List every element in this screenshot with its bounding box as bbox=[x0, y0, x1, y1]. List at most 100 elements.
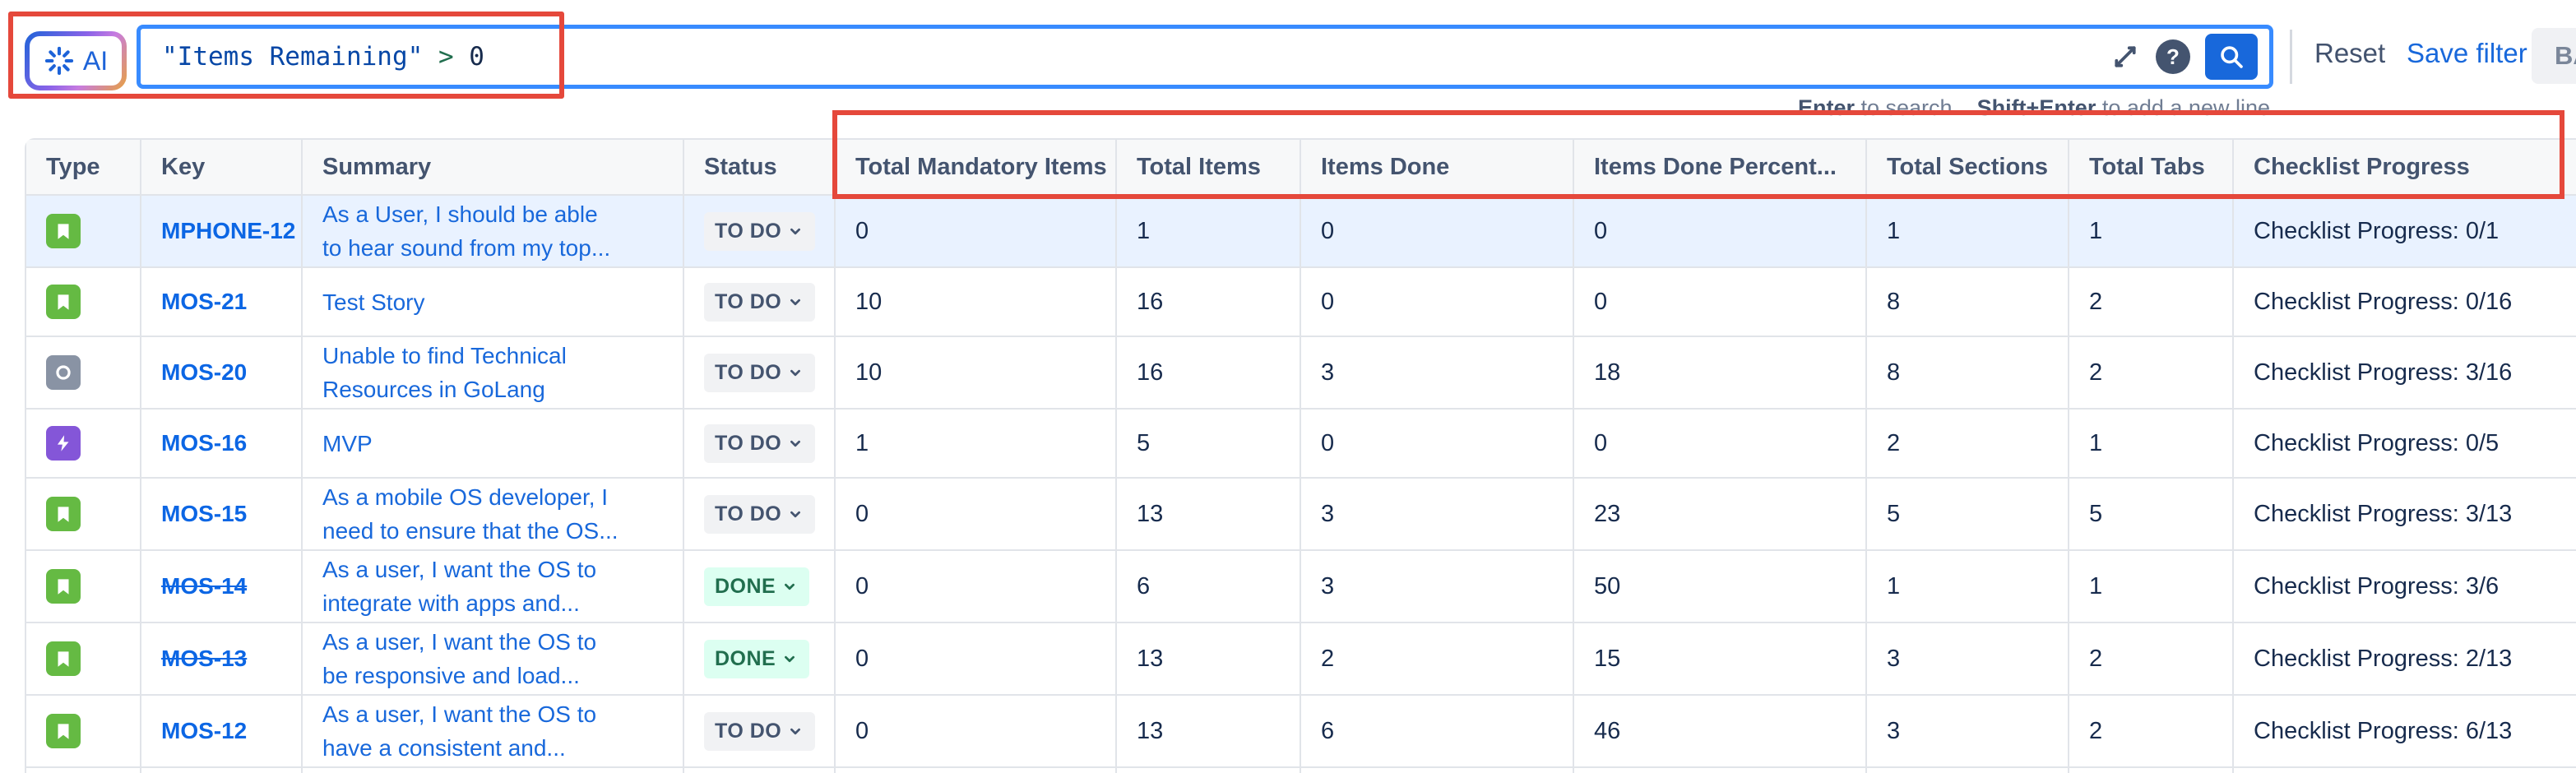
col-header-total-items[interactable]: Total Items bbox=[1115, 138, 1301, 196]
search-button[interactable] bbox=[2205, 34, 2258, 80]
col-header-status[interactable]: Status bbox=[683, 138, 836, 196]
story-type-icon bbox=[46, 497, 81, 531]
total-mandatory-items-cell: 0 bbox=[834, 549, 1117, 623]
issue-key-link[interactable]: MOS-12 bbox=[161, 717, 248, 743]
story-type-icon bbox=[46, 641, 81, 676]
col-header-total-tabs[interactable]: Total Tabs bbox=[2068, 138, 2234, 196]
chevron-down-icon bbox=[790, 511, 801, 518]
chevron-down-icon bbox=[785, 655, 795, 663]
issue-key-link[interactable]: MOS-21 bbox=[161, 288, 248, 314]
total-mandatory-items-cell: 0 bbox=[834, 194, 1117, 268]
table-row[interactable]: MPHONE-12 As a User, I should be able to … bbox=[25, 194, 2576, 268]
total-sections-cell: 3 bbox=[1865, 694, 2069, 768]
col-header-key[interactable]: Key bbox=[140, 138, 303, 196]
story-type-icon bbox=[46, 214, 81, 248]
col-header-items-done-percent[interactable]: Items Done Percent... bbox=[1573, 138, 1867, 196]
total-mandatory-items-cell: 0 bbox=[834, 622, 1117, 696]
save-filter-button[interactable]: Save filter bbox=[2407, 38, 2527, 68]
total-items-cell: 16 bbox=[1115, 266, 1301, 337]
total-items-cell: 13 bbox=[1115, 622, 1301, 696]
issue-summary-link[interactable]: As a user, I want the OS to be responsive… bbox=[322, 629, 597, 688]
col-header-type[interactable]: Type bbox=[25, 138, 141, 196]
story-type-icon bbox=[46, 285, 81, 319]
chevron-down-icon bbox=[790, 228, 801, 235]
col-header-items-done[interactable]: Items Done bbox=[1300, 138, 1574, 196]
items-done-cell: 3 bbox=[1300, 477, 1574, 551]
checklist-progress-cell: Checklist Progress: 3/16 bbox=[2232, 336, 2576, 410]
status-dropdown[interactable]: TO DO bbox=[704, 424, 816, 463]
total-sections-cell: 5 bbox=[1865, 477, 2069, 551]
story-type-icon bbox=[46, 569, 81, 604]
issue-key-link[interactable]: MPHONE-12 bbox=[161, 217, 296, 243]
jql-field-token: "Items Remaining" bbox=[162, 42, 424, 72]
issue-summary-link[interactable]: As a user, I want the OS to integrate wit… bbox=[322, 557, 597, 616]
table-row[interactable]: MOS-16 MVP TO DO 1 5 0 0 2 1 Checklist P… bbox=[25, 408, 2576, 479]
issue-table: Type Key Summary Status Total Mandatory … bbox=[25, 138, 2576, 773]
status-dropdown[interactable]: TO DO bbox=[704, 711, 816, 751]
checklist-progress-cell: Checklist Progress: 3/6 bbox=[2232, 549, 2576, 623]
jql-search-input[interactable]: "Items Remaining" > 0 ? bbox=[137, 25, 2273, 89]
total-mandatory-items-cell: 0 bbox=[834, 477, 1117, 551]
basic-mode-toggle[interactable]: BA bbox=[2532, 28, 2576, 84]
issue-summary-link[interactable]: MVP bbox=[322, 430, 373, 456]
total-sections-cell: 2 bbox=[1865, 408, 2069, 479]
table-row[interactable]: MOS-20 Unable to find Technical Resources… bbox=[25, 336, 2576, 410]
table-row[interactable]: MOS-21 Test Story TO DO 10 16 0 0 8 2 Ch… bbox=[25, 266, 2576, 337]
items-done-percent-cell: 15 bbox=[1573, 622, 1867, 696]
syntax-help-icon[interactable]: ? bbox=[2156, 39, 2190, 74]
issue-summary-link[interactable]: Test Story bbox=[322, 289, 425, 315]
status-dropdown[interactable]: TO DO bbox=[704, 353, 816, 392]
chevron-down-icon bbox=[790, 299, 801, 306]
items-done-percent-cell: 0 bbox=[1573, 408, 1867, 479]
total-tabs-cell: 2 bbox=[2068, 336, 2234, 410]
issue-key-link[interactable]: MOS-14 bbox=[161, 572, 248, 599]
table-row[interactable]: MOS-13 As a user, I want the OS to be res… bbox=[25, 622, 2576, 696]
items-done-cell: 2 bbox=[1300, 622, 1574, 696]
col-header-total-mandatory-items[interactable]: Total Mandatory Items bbox=[834, 138, 1117, 196]
status-dropdown[interactable]: DONE bbox=[704, 639, 810, 678]
status-dropdown[interactable]: TO DO bbox=[704, 494, 816, 534]
issue-key-link[interactable]: MOS-13 bbox=[161, 645, 248, 671]
items-done-percent-cell: 18 bbox=[1573, 336, 1867, 410]
issue-key-link[interactable]: MOS-20 bbox=[161, 359, 248, 385]
table-header-row: Type Key Summary Status Total Mandatory … bbox=[25, 138, 2576, 196]
total-items-cell: 13 bbox=[1115, 694, 1301, 768]
status-dropdown[interactable]: TO DO bbox=[704, 282, 816, 322]
col-header-summary[interactable]: Summary bbox=[301, 138, 684, 196]
items-done-cell: 3 bbox=[1300, 549, 1574, 623]
search-hint-text: Enter to search Shift+Enter to add a new… bbox=[1797, 95, 2270, 120]
issue-key-link[interactable]: MOS-16 bbox=[161, 429, 248, 456]
col-header-checklist-progress[interactable]: Checklist Progress bbox=[2232, 138, 2576, 196]
chevron-down-icon bbox=[790, 728, 801, 735]
chevron-down-icon bbox=[785, 583, 795, 590]
items-done-percent-cell: 0 bbox=[1573, 194, 1867, 268]
total-tabs-cell: 5 bbox=[2068, 477, 2234, 551]
checklist-progress-cell: Checklist Progress: 0/1 bbox=[2232, 194, 2576, 268]
ai-assist-button[interactable]: AI bbox=[25, 31, 127, 90]
issue-summary-link[interactable]: As a user, I want the OS to have a consis… bbox=[322, 701, 597, 761]
expand-editor-icon[interactable] bbox=[2110, 41, 2141, 72]
table-row[interactable]: MOS-14 As a user, I want the OS to integr… bbox=[25, 549, 2576, 623]
total-mandatory-items-cell: 1 bbox=[834, 408, 1117, 479]
table-row[interactable]: MOS-12 As a user, I want the OS to have a… bbox=[25, 694, 2576, 768]
total-mandatory-items-cell: 10 bbox=[834, 336, 1117, 410]
issue-summary-link[interactable]: Unable to find Technical Resources in GoL… bbox=[322, 343, 567, 402]
issue-key-link[interactable]: MOS-15 bbox=[161, 500, 248, 526]
col-header-total-sections[interactable]: Total Sections bbox=[1865, 138, 2069, 196]
status-dropdown[interactable]: DONE bbox=[704, 567, 810, 606]
checklist-progress-cell: Checklist Progress: 6/13 bbox=[2232, 694, 2576, 768]
checklist-progress-cell: Checklist Progress: 0/5 bbox=[2232, 408, 2576, 479]
total-items-cell: 5 bbox=[1115, 408, 1301, 479]
checklist-progress-cell: Checklist Progress: 3/13 bbox=[2232, 477, 2576, 551]
status-dropdown[interactable]: TO DO bbox=[704, 211, 816, 251]
items-done-cell: 3 bbox=[1300, 336, 1574, 410]
jql-value-token: 0 bbox=[469, 42, 484, 72]
reset-button[interactable]: Reset bbox=[2314, 38, 2386, 68]
issue-summary-link[interactable]: As a User, I should be able to hear sound… bbox=[322, 201, 611, 261]
ai-button-label: AI bbox=[82, 45, 109, 76]
total-tabs-cell: 2 bbox=[2068, 266, 2234, 337]
total-items-cell: 16 bbox=[1115, 336, 1301, 410]
